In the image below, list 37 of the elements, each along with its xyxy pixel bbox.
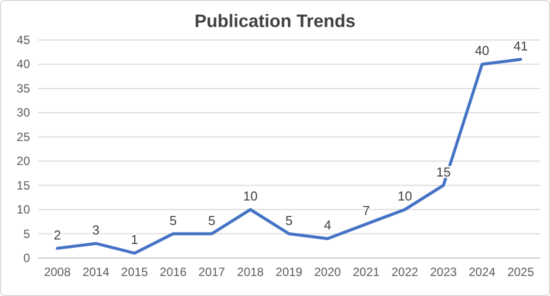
data-label: 3 (92, 222, 100, 238)
y-tick-label: 35 (16, 81, 30, 96)
data-label: 1 (130, 232, 138, 248)
y-tick-label: 0 (23, 251, 30, 265)
data-label: 5 (285, 212, 293, 228)
y-tick-label: 45 (16, 33, 30, 47)
y-tick-label: 15 (16, 178, 30, 192)
y-tick-label: 20 (16, 154, 30, 168)
x-tick-label: 2025 (507, 265, 534, 279)
data-label: 2 (54, 227, 61, 242)
y-tick-label: 25 (16, 130, 30, 144)
chart-title: Publication Trends (194, 11, 356, 31)
x-tick-label: 2023 (430, 265, 458, 279)
x-tick-label: 2018 (237, 265, 264, 279)
x-tick-label: 2017 (198, 265, 226, 279)
data-label: 10 (243, 188, 258, 204)
x-tick-label: 2020 (314, 265, 342, 279)
data-label: 5 (170, 212, 177, 228)
y-tick-label: 10 (16, 202, 30, 217)
line-series (56, 58, 522, 255)
y-tick-label: 40 (16, 57, 30, 72)
y-tick-label: 30 (16, 106, 30, 120)
x-tick-label: 2019 (276, 265, 303, 279)
x-tick-label: 2016 (160, 265, 187, 279)
x-tick-label: 2015 (121, 265, 148, 279)
data-label: 4 (324, 218, 332, 233)
data-label: 40 (474, 43, 490, 58)
data-label: 10 (398, 188, 412, 204)
x-tick-label: 2014 (82, 265, 110, 279)
data-label: 5 (208, 212, 216, 228)
x-tick-label: 2008 (44, 265, 71, 279)
x-tick-label: 2022 (391, 265, 419, 279)
x-tick-label: 2024 (468, 265, 496, 279)
data-label: 7 (362, 203, 370, 218)
data-label: 41 (513, 38, 528, 54)
x-tick-label: 2021 (352, 265, 380, 279)
y-tick-label: 5 (23, 226, 30, 241)
